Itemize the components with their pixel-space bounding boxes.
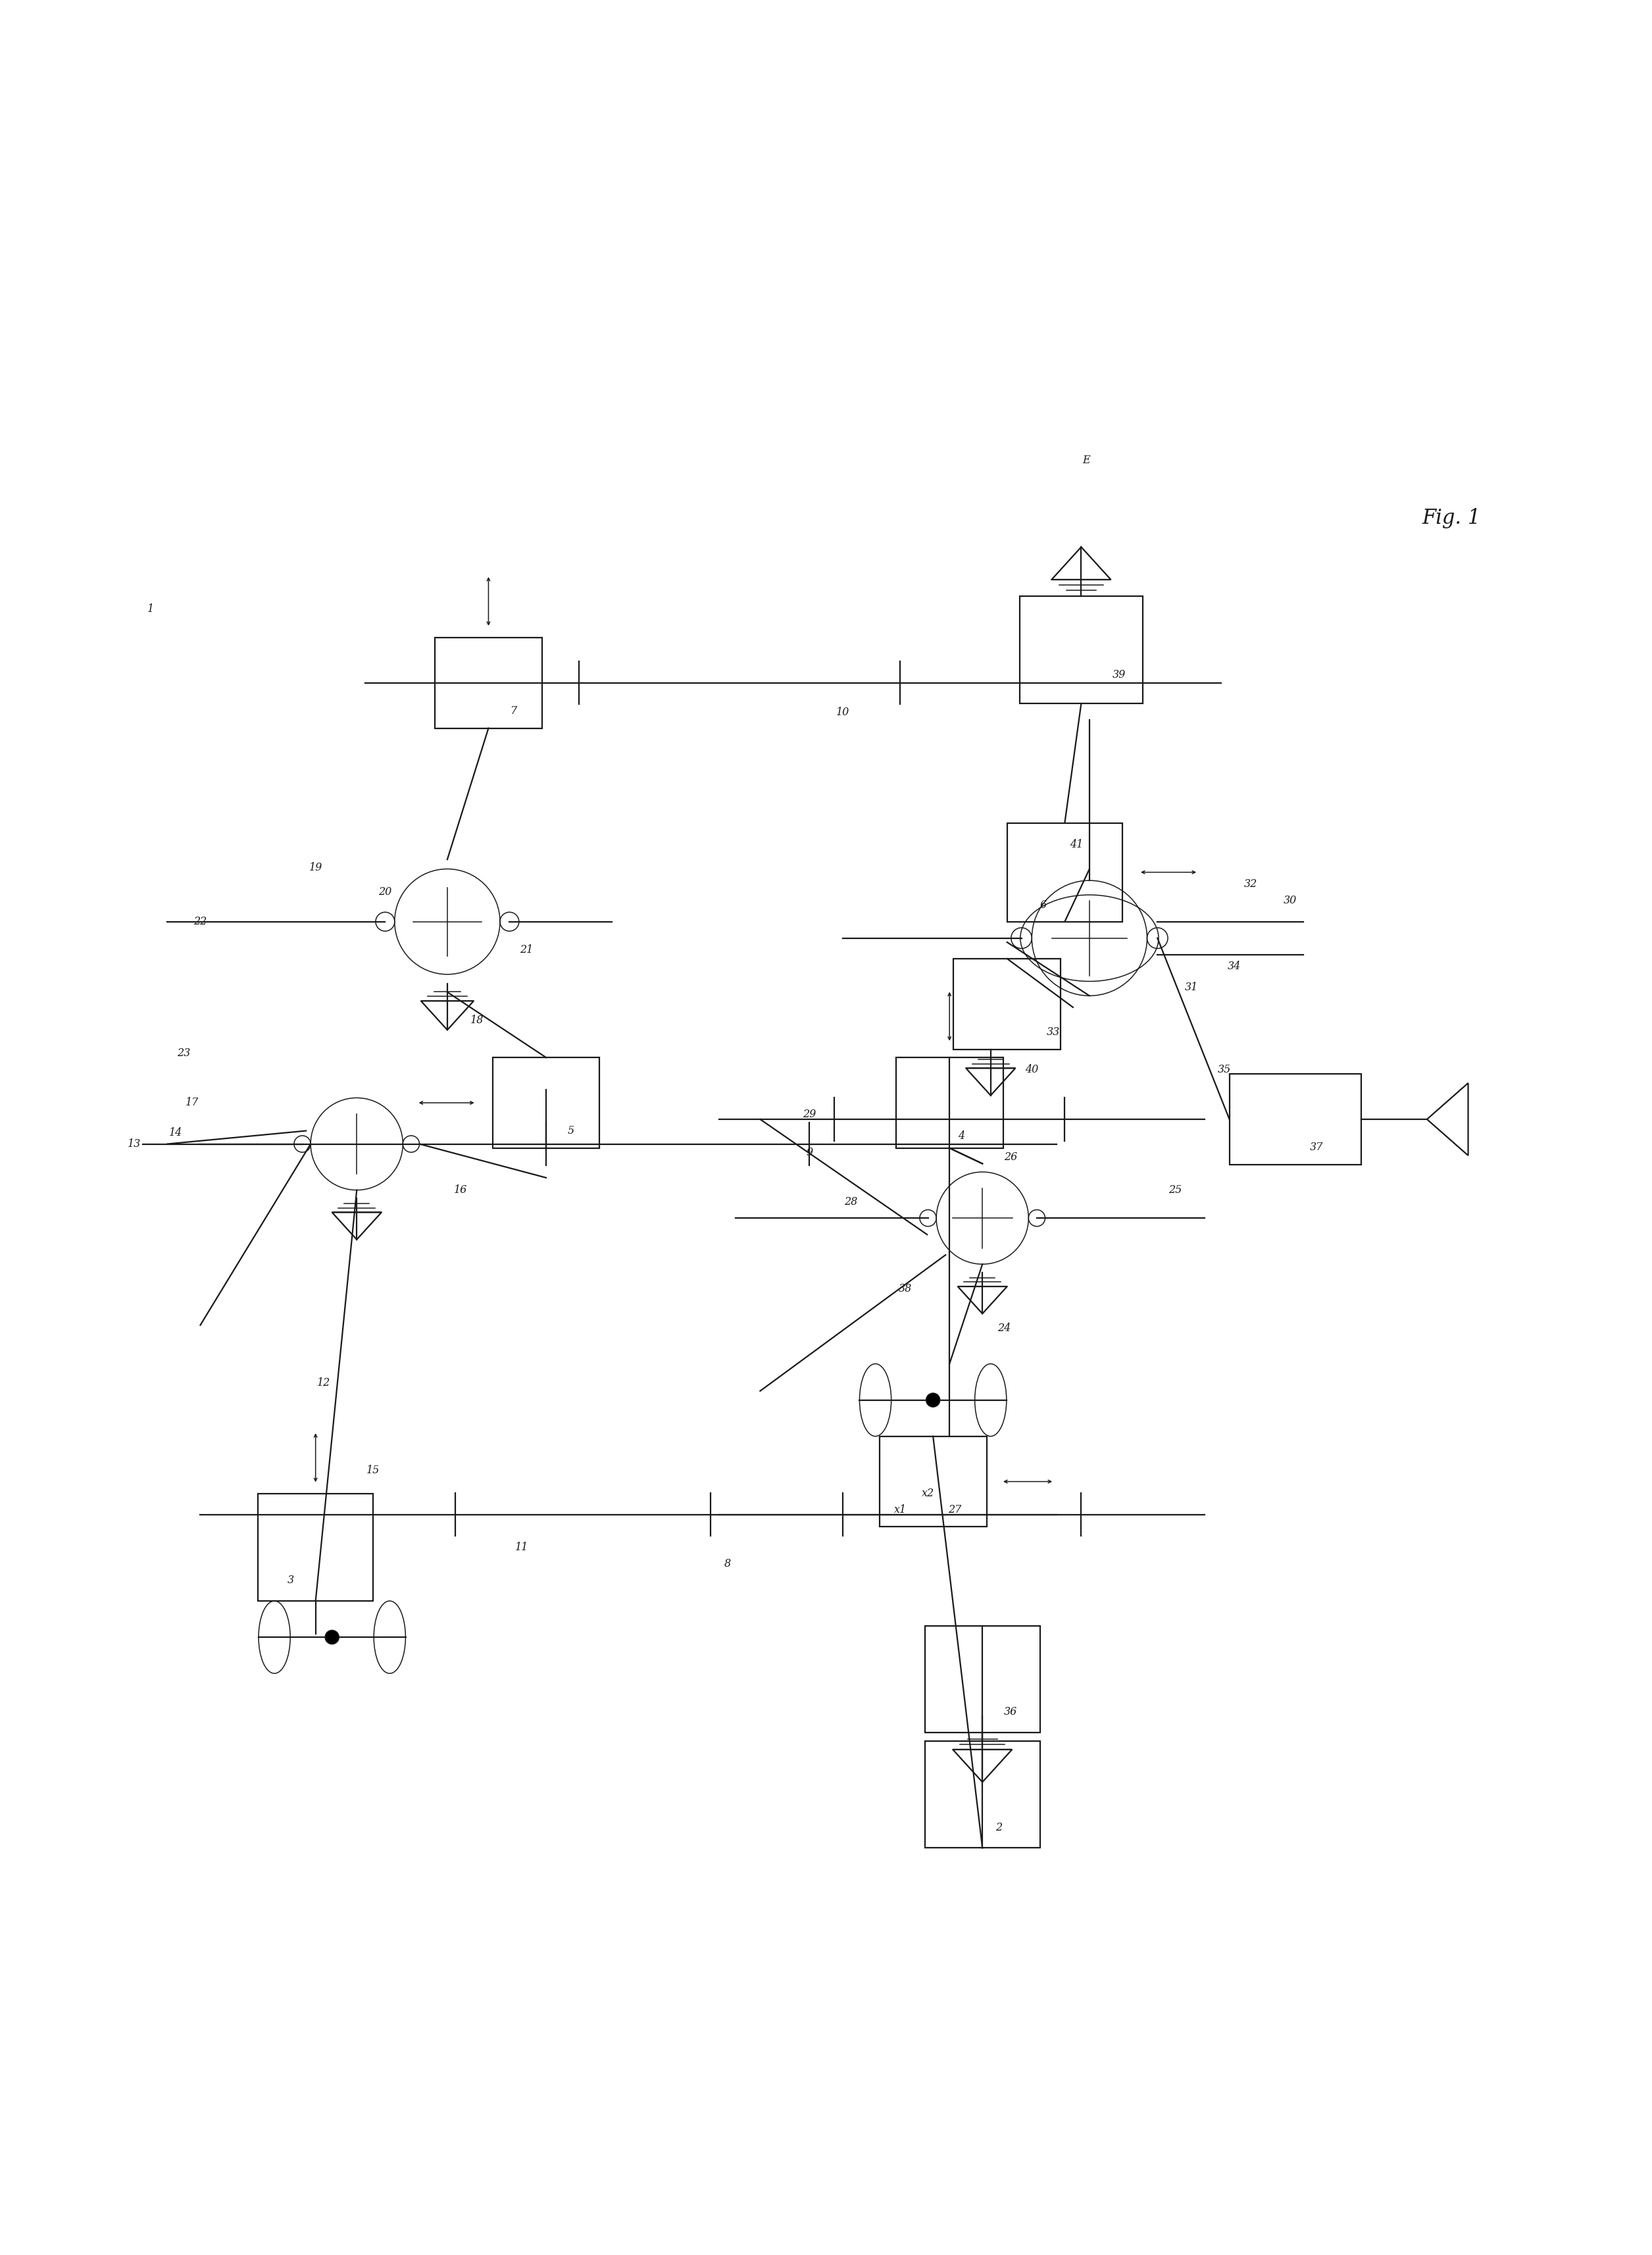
Text: 23: 23: [177, 1049, 190, 1060]
Text: x1: x1: [894, 1504, 907, 1515]
Text: 13: 13: [127, 1139, 140, 1150]
Text: 35: 35: [1218, 1064, 1231, 1076]
Circle shape: [927, 1394, 940, 1407]
Text: 29: 29: [803, 1109, 816, 1121]
Bar: [895, 1058, 1003, 1148]
Circle shape: [325, 1630, 339, 1644]
Bar: [925, 1741, 1041, 1847]
Text: 27: 27: [948, 1504, 961, 1515]
Text: 8: 8: [724, 1558, 730, 1569]
Text: 6: 6: [1041, 900, 1047, 911]
Text: 7: 7: [510, 706, 517, 717]
Text: 32: 32: [1244, 877, 1257, 888]
Text: 20: 20: [378, 886, 392, 897]
Text: 24: 24: [998, 1324, 1011, 1335]
Text: 18: 18: [471, 1015, 484, 1026]
Text: 40: 40: [1026, 1064, 1039, 1076]
Bar: [953, 958, 1061, 1049]
Text: Fig. 1: Fig. 1: [1422, 507, 1482, 528]
Text: 36: 36: [1004, 1707, 1018, 1718]
Text: 28: 28: [844, 1195, 857, 1206]
Text: x2: x2: [922, 1488, 935, 1500]
Text: 39: 39: [1112, 670, 1125, 681]
Bar: [492, 1058, 600, 1148]
Bar: [925, 1626, 1041, 1732]
Bar: [1008, 823, 1122, 922]
Text: 41: 41: [1069, 839, 1084, 850]
Text: 26: 26: [1004, 1152, 1018, 1164]
Text: 19: 19: [309, 861, 322, 873]
Bar: [1019, 595, 1143, 704]
Bar: [1229, 1073, 1361, 1164]
Text: 21: 21: [520, 945, 534, 956]
Text: 15: 15: [367, 1463, 380, 1475]
Bar: [879, 1436, 986, 1527]
Text: 11: 11: [515, 1542, 529, 1554]
Text: 12: 12: [317, 1378, 330, 1389]
Text: 30: 30: [1284, 895, 1297, 907]
Bar: [258, 1493, 373, 1601]
Text: 16: 16: [454, 1184, 468, 1195]
Text: 25: 25: [1168, 1184, 1181, 1195]
Text: 10: 10: [836, 706, 849, 717]
Text: 2: 2: [996, 1822, 1003, 1833]
Text: 14: 14: [169, 1128, 182, 1139]
Text: E: E: [1082, 456, 1090, 467]
Text: 5: 5: [567, 1125, 575, 1137]
Text: 1: 1: [147, 602, 154, 613]
Text: 4: 4: [958, 1130, 965, 1141]
Text: 17: 17: [185, 1098, 198, 1109]
Text: 33: 33: [1047, 1026, 1061, 1037]
Text: 9: 9: [806, 1146, 813, 1157]
Text: 3: 3: [287, 1574, 294, 1585]
Bar: [434, 638, 542, 728]
Text: 38: 38: [899, 1283, 912, 1294]
Text: 34: 34: [1227, 961, 1241, 972]
Text: 37: 37: [1310, 1141, 1323, 1152]
Text: 22: 22: [193, 916, 207, 927]
Text: 31: 31: [1184, 981, 1198, 992]
